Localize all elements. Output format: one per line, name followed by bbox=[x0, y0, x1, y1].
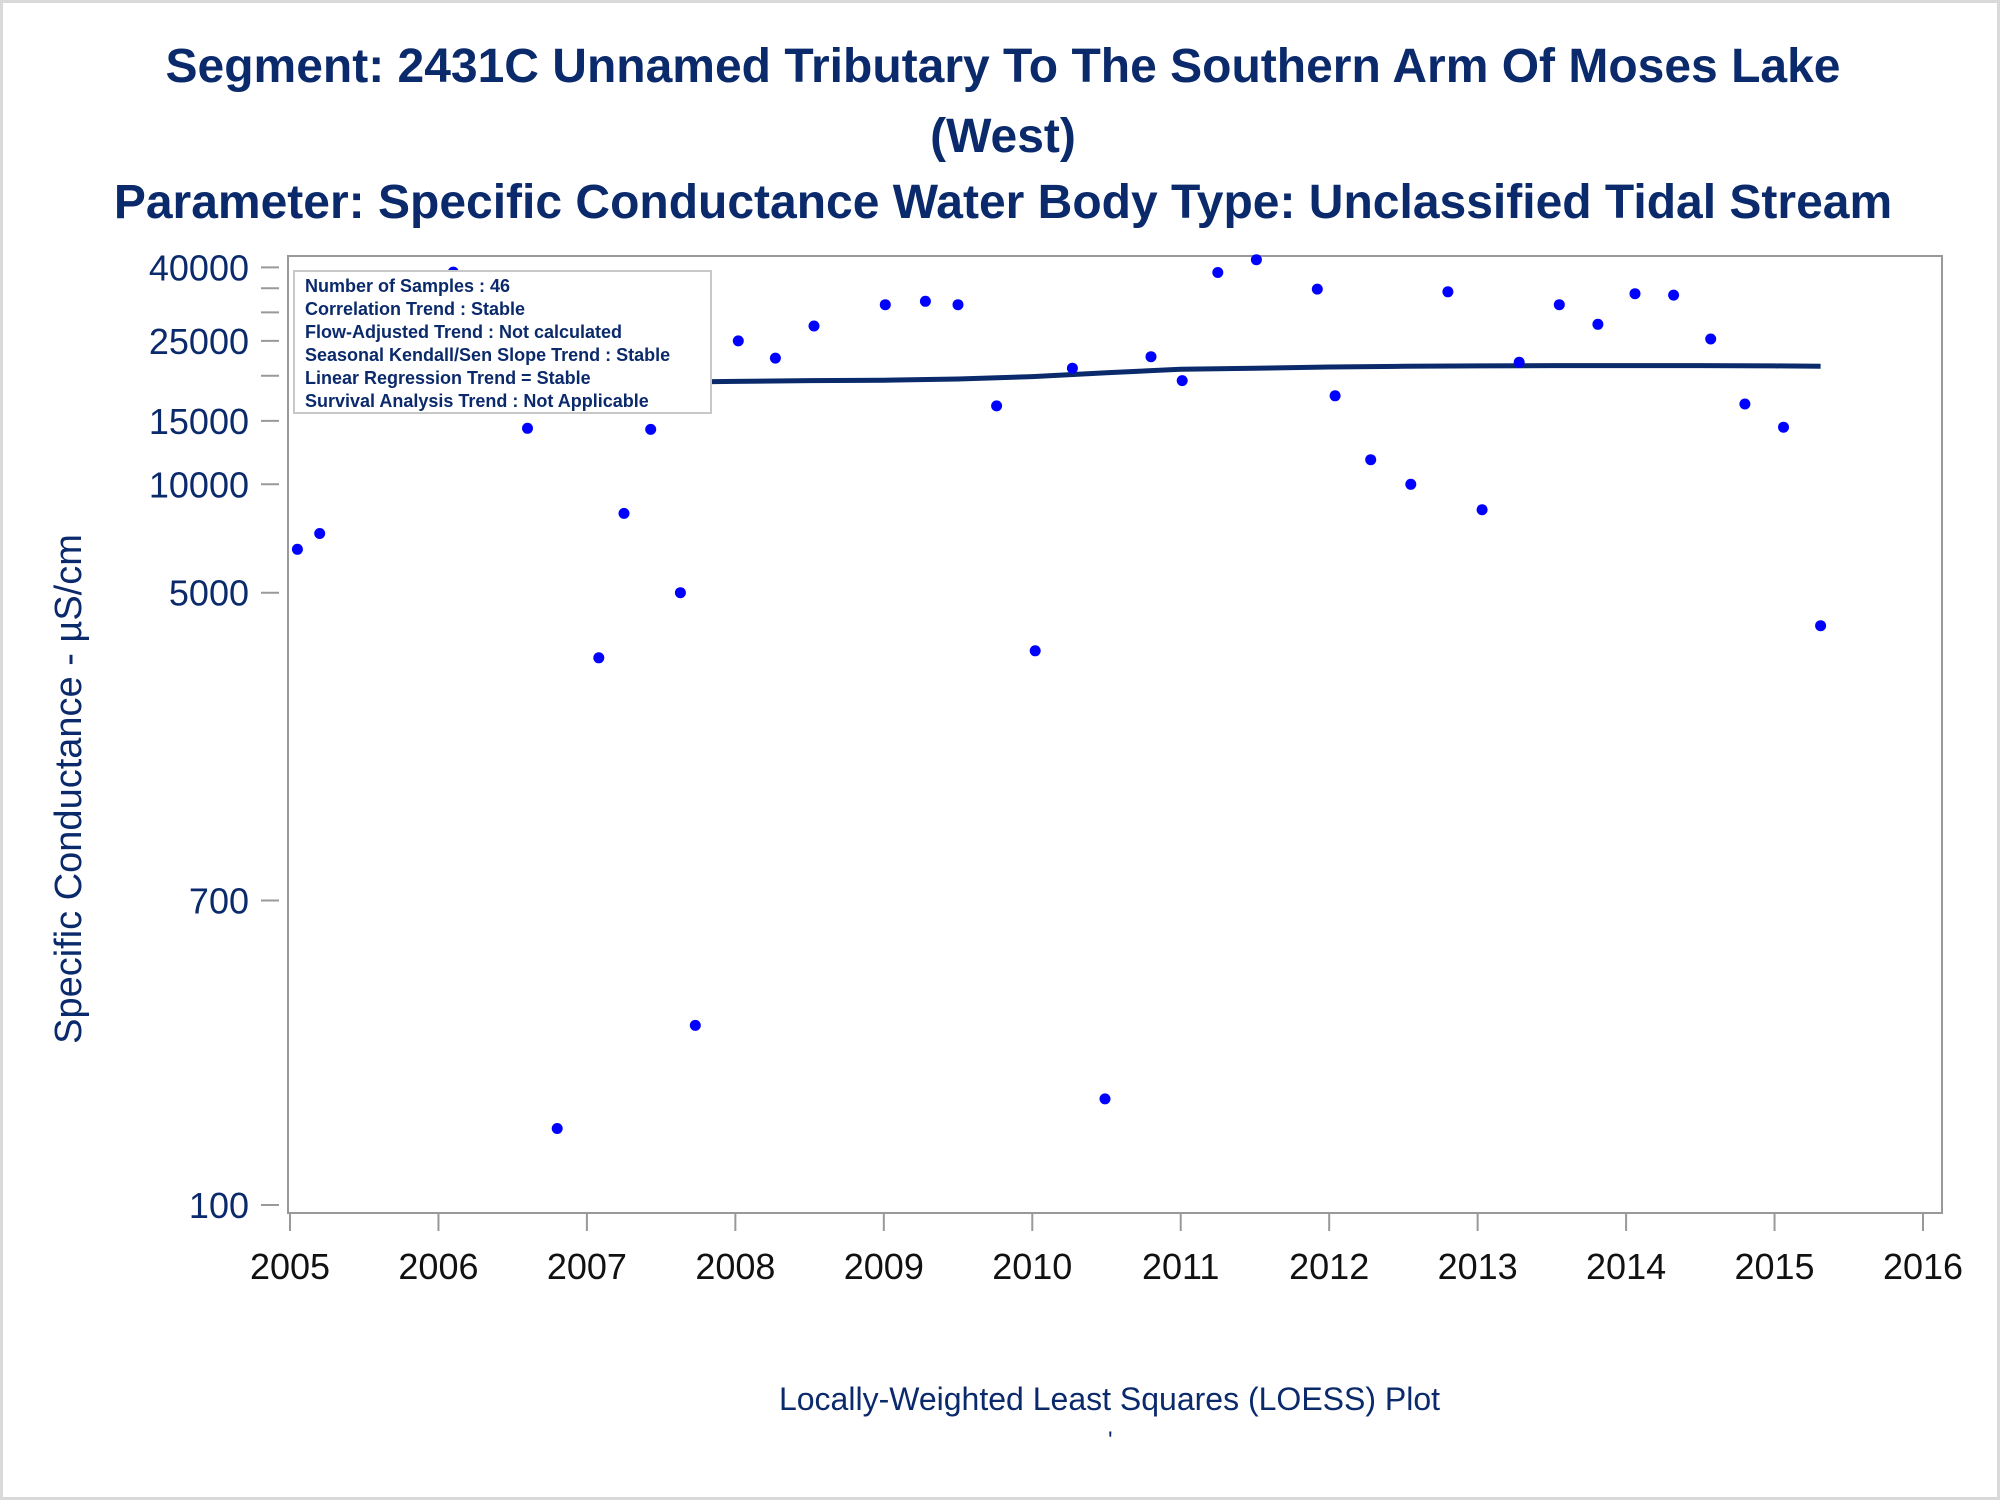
data-point bbox=[1250, 254, 1262, 266]
x-tick-label: 2008 bbox=[695, 1246, 775, 1287]
legend-line: Linear Regression Trend = Stable bbox=[305, 368, 591, 388]
x-tick-label: 2011 bbox=[1142, 1246, 1219, 1287]
data-point bbox=[1592, 318, 1604, 330]
x-tick-label: 2005 bbox=[250, 1246, 330, 1287]
data-point bbox=[593, 652, 605, 664]
data-point bbox=[1476, 504, 1488, 516]
data-point bbox=[1705, 333, 1717, 345]
data-point bbox=[1668, 289, 1680, 301]
legend-frame bbox=[293, 270, 712, 414]
x-tick-label: 2013 bbox=[1438, 1246, 1518, 1287]
data-point bbox=[1311, 283, 1323, 295]
data-point bbox=[1329, 390, 1341, 402]
footnote: Locally-Weighted Least Squares (LOESS) P… bbox=[778, 1381, 1441, 1417]
data-point bbox=[291, 543, 303, 555]
data-point bbox=[1513, 356, 1525, 368]
legend-line: Survival Analysis Trend : Not Applicable bbox=[305, 391, 649, 411]
plot-frame bbox=[287, 255, 1943, 1214]
footnote-mark: ' bbox=[1108, 1427, 1113, 1454]
data-point bbox=[1778, 421, 1789, 433]
data-point bbox=[1405, 478, 1417, 490]
data-point bbox=[618, 507, 630, 519]
legend-line: Seasonal Kendall/Sen Slope Trend : Stabl… bbox=[305, 345, 670, 365]
data-point bbox=[314, 528, 326, 539]
data-point bbox=[919, 295, 931, 307]
data-point bbox=[1099, 1093, 1111, 1105]
x-tick-label: 2006 bbox=[398, 1246, 478, 1287]
data-point bbox=[1145, 351, 1157, 363]
legend-line: Number of Samples : 46 bbox=[305, 276, 510, 296]
data-point bbox=[952, 299, 964, 311]
data-point bbox=[1176, 375, 1188, 387]
x-tick-label: 2015 bbox=[1734, 1246, 1814, 1287]
stats-legend-box: Number of Samples : 46 Correlation Trend … bbox=[293, 270, 712, 414]
data-point bbox=[1553, 299, 1565, 311]
data-point bbox=[674, 587, 686, 599]
data-point bbox=[689, 1019, 701, 1031]
y-tick-label: 700 bbox=[189, 880, 249, 921]
x-tick-label: 2009 bbox=[844, 1246, 924, 1287]
data-point bbox=[1212, 267, 1224, 278]
chart-title-continuation: (West) bbox=[930, 110, 1076, 163]
x-axis: 2005 2006 2007 2008 2009 2010 2011 2012 2013 2014… bbox=[250, 1213, 1963, 1287]
data-point bbox=[732, 335, 744, 347]
data-point bbox=[1442, 286, 1454, 298]
data-point bbox=[991, 400, 1003, 412]
legend-line: Correlation Trend : Stable bbox=[305, 299, 525, 319]
data-point bbox=[1815, 620, 1827, 632]
y-tick-label: 25000 bbox=[149, 321, 249, 362]
x-tick-label: 2007 bbox=[547, 1246, 627, 1287]
data-point bbox=[522, 422, 533, 434]
data-point bbox=[769, 352, 781, 364]
y-tick-label: 15000 bbox=[149, 401, 249, 442]
x-tick-label: 2014 bbox=[1586, 1246, 1666, 1287]
data-point bbox=[1739, 398, 1751, 410]
data-point bbox=[551, 1123, 563, 1134]
chart-subtitle: Parameter: Specific Conductance Water Bo… bbox=[113, 176, 1893, 229]
y-tick-label: 100 bbox=[189, 1185, 249, 1226]
data-point bbox=[1066, 362, 1078, 374]
x-tick-label: 2016 bbox=[1883, 1246, 1963, 1287]
y-tick-label: 5000 bbox=[169, 573, 249, 614]
data-point bbox=[1629, 288, 1641, 300]
chart-title: Segment: 2431C Unnamed Tributary To The … bbox=[165, 40, 1841, 93]
data-point bbox=[645, 423, 657, 435]
y-axis-label: Specific Conductance - µS/cm bbox=[48, 534, 90, 1044]
data-point bbox=[1029, 645, 1041, 657]
data-point bbox=[1365, 454, 1377, 466]
data-point bbox=[808, 320, 820, 332]
y-axis: 100 700 5000 10000 15000 25000 40000 bbox=[149, 247, 279, 1226]
x-tick-label: 2012 bbox=[1289, 1246, 1369, 1287]
data-point bbox=[879, 299, 891, 311]
y-tick-label: 40000 bbox=[149, 247, 249, 288]
y-tick-label: 10000 bbox=[149, 464, 249, 505]
x-tick-label: 2010 bbox=[992, 1246, 1072, 1287]
legend-line: Flow-Adjusted Trend : Not calculated bbox=[305, 322, 622, 342]
